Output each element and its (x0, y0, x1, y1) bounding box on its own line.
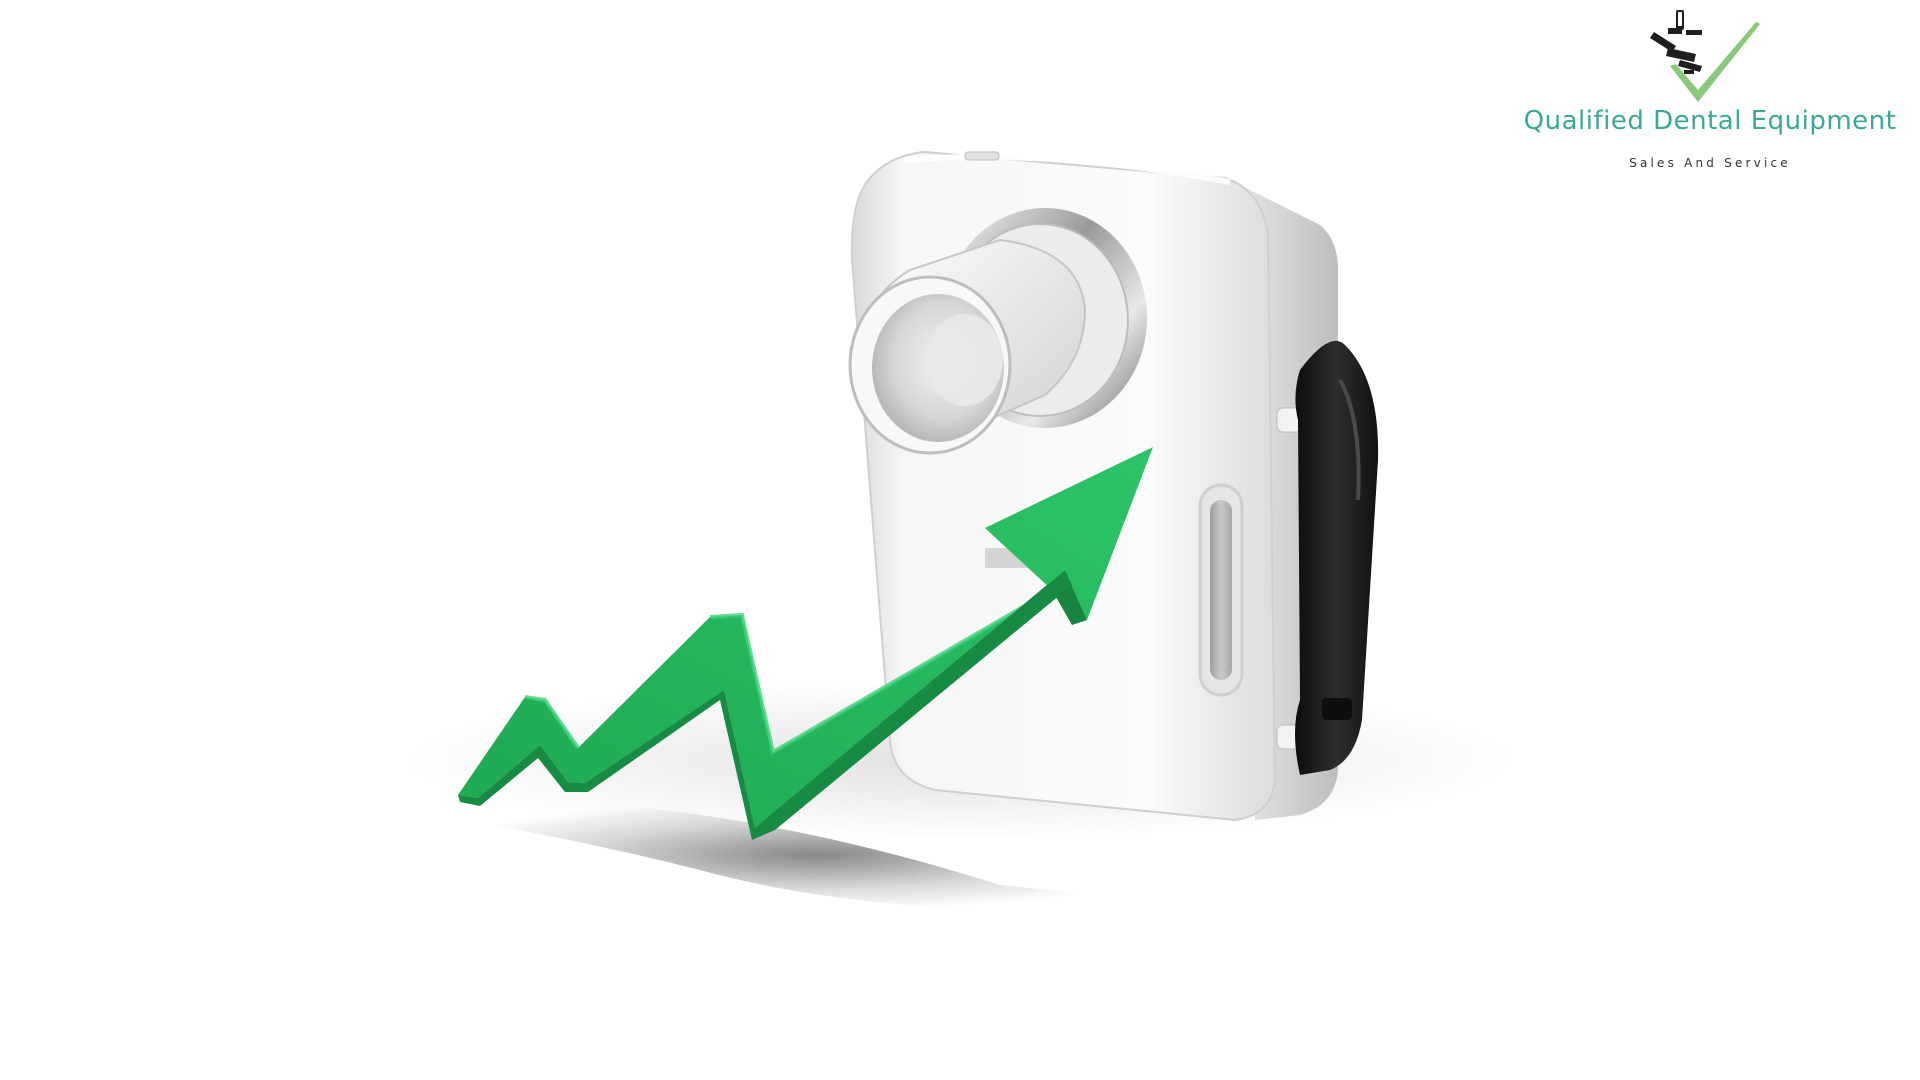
arrow-shadow (430, 799, 1200, 911)
brand-logo-block: Qualified Dental Equipment Sales And Ser… (1500, 0, 1920, 200)
brand-tagline: Sales And Service (1629, 156, 1791, 170)
strap-buckle (1322, 698, 1352, 720)
strap-highlight (1338, 379, 1361, 501)
device-indicator-glass (1210, 500, 1232, 680)
brand-name: Qualified Dental Equipment (1523, 106, 1897, 136)
cone-opening-depth (927, 314, 1003, 406)
rising-arrow-icon (458, 447, 1153, 828)
device-top-button (964, 151, 1000, 161)
dental-chair-icon (1650, 10, 1760, 102)
arrow-underside (458, 570, 1072, 840)
device-top-edge (904, 153, 1231, 185)
arrow-bevel (524, 588, 1054, 756)
check-icon (1670, 22, 1760, 102)
